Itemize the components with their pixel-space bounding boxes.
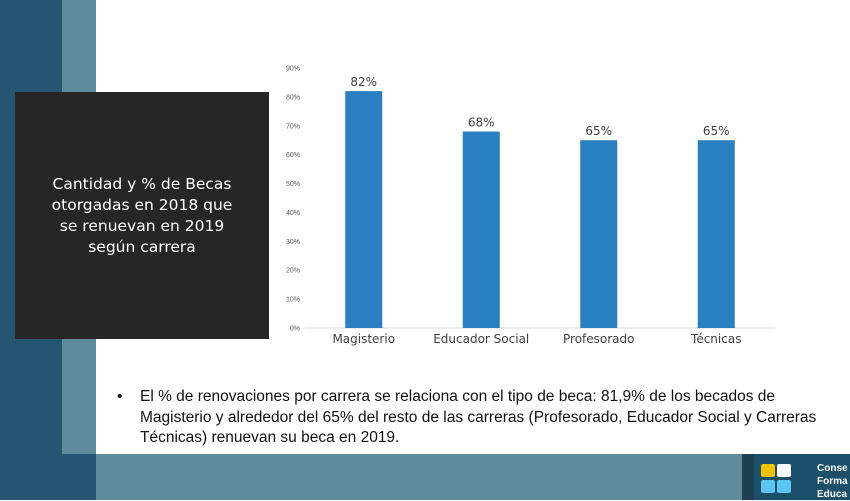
logo-square-blue-1 [761, 480, 775, 493]
bullet-dot: • [117, 388, 123, 405]
y-tick-label: 60% [286, 152, 300, 159]
x-tick-label: Técnicas [690, 332, 741, 346]
logo-line-2: Forma [817, 476, 848, 487]
bullet-text: El % de renovaciones por carrera se rela… [140, 388, 817, 446]
data-label: 65% [703, 124, 730, 138]
logo-line-3: Educa [817, 489, 848, 500]
slide-title: Cantidad y % de Becas otorgadas en 2018 … [51, 174, 233, 256]
bottom-separator [742, 454, 754, 500]
bar [462, 131, 500, 328]
bar [345, 91, 383, 328]
bar [697, 140, 735, 328]
logo-square-blue-2 [777, 480, 791, 493]
logo-square-white [777, 464, 791, 477]
x-tick-label: Profesorado [563, 332, 634, 346]
bottom-bar-dark [0, 454, 96, 500]
y-tick-label: 70% [286, 123, 300, 130]
y-tick-label: 0% [290, 326, 300, 333]
y-tick-label: 10% [286, 297, 300, 304]
logo-grid-icon [760, 463, 792, 495]
title-box: Cantidad y % de Becas otorgadas en 2018 … [15, 92, 269, 339]
bottom-bar [0, 454, 742, 500]
logo-text: Conse Forma Educa [817, 462, 848, 501]
y-tick-label: 30% [286, 239, 300, 246]
y-tick-label: 40% [286, 210, 300, 217]
y-tick-label: 20% [286, 268, 300, 275]
y-tick-label: 90% [286, 66, 300, 73]
logo-square-yellow [761, 464, 775, 477]
data-label: 68% [468, 116, 495, 130]
y-tick-label: 80% [286, 94, 300, 101]
data-label: 65% [585, 124, 612, 138]
data-label: 82% [350, 75, 377, 89]
x-tick-label: Magisterio [332, 332, 395, 346]
bar [580, 140, 618, 328]
bar-chart-svg: 0% 10% 20% 30% 40% 50% 60% 70% 80% 90% 82% Magister… [286, 66, 775, 346]
logo: Conse Forma Educa [754, 454, 850, 500]
y-tick-label: 50% [286, 181, 300, 188]
x-tick-label: Educador Social [433, 332, 529, 346]
bar-chart: 0% 10% 20% 30% 40% 50% 60% 70% 80% 90% 82% Magister… [270, 55, 785, 355]
logo-line-1: Conse [817, 463, 848, 474]
